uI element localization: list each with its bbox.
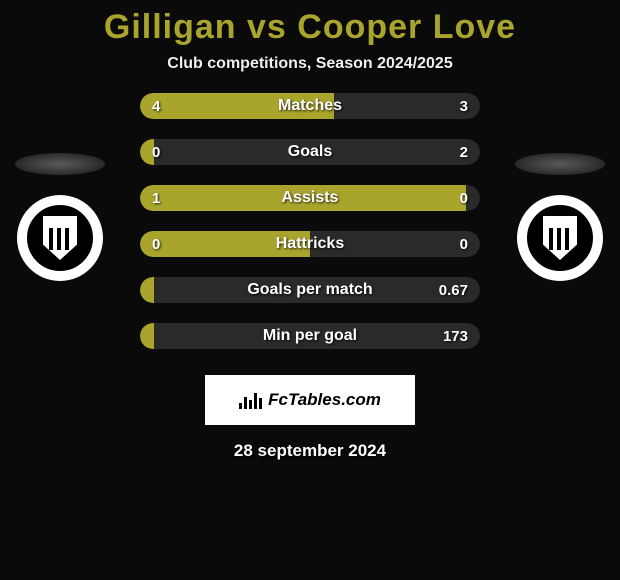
- subtitle: Club competitions, Season 2024/2025: [0, 55, 620, 73]
- bar-fill-left: [140, 139, 154, 165]
- page-title: Gilligan vs Cooper Love: [0, 0, 620, 47]
- stat-row: Matches43: [140, 93, 480, 119]
- bar-chart-icon: [239, 391, 262, 409]
- shield-icon: [43, 216, 77, 260]
- bar-fill-right: [154, 139, 480, 165]
- shield-icon: [543, 216, 577, 260]
- player-right-badge-area: [510, 153, 610, 281]
- stat-row: Goals per match0.67: [140, 277, 480, 303]
- club-badge-left: [17, 195, 103, 281]
- shadow-ellipse: [515, 153, 605, 175]
- bar-fill-left: [140, 231, 310, 257]
- stat-row: Min per goal173: [140, 323, 480, 349]
- bar-fill-left: [140, 323, 154, 349]
- stat-row: Goals02: [140, 139, 480, 165]
- shadow-ellipse: [15, 153, 105, 175]
- footer-brand-text: FcTables.com: [268, 390, 381, 410]
- bar-fill-right: [154, 277, 480, 303]
- bar-fill-right: [310, 231, 480, 257]
- bar-fill-right: [466, 185, 480, 211]
- date-text: 28 september 2024: [0, 441, 620, 461]
- bar-fill-left: [140, 93, 334, 119]
- club-badge-right: [517, 195, 603, 281]
- stat-row: Hattricks00: [140, 231, 480, 257]
- bar-fill-right: [334, 93, 480, 119]
- comparison-content: Matches43 Goals02 Assists10 Hattricks00 Goal…: [0, 93, 620, 461]
- footer-logo: FcTables.com: [205, 375, 415, 425]
- player-left-badge-area: [10, 153, 110, 281]
- bar-fill-left: [140, 277, 154, 303]
- stat-row: Assists10: [140, 185, 480, 211]
- bar-fill-right: [154, 323, 480, 349]
- bar-fill-left: [140, 185, 466, 211]
- stat-bars: Matches43 Goals02 Assists10 Hattricks00 Goal…: [140, 93, 480, 349]
